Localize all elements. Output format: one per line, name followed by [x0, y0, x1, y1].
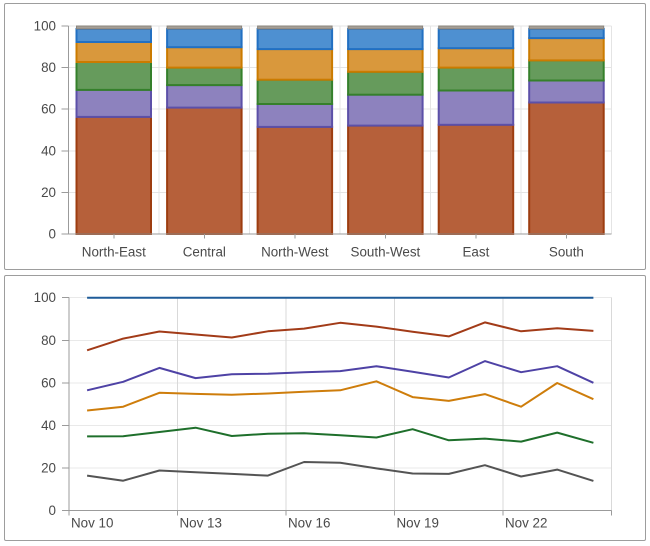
svg-text:20: 20 [41, 185, 56, 200]
svg-text:North-East: North-East [82, 245, 146, 260]
svg-text:0: 0 [49, 227, 56, 242]
svg-text:80: 80 [41, 60, 56, 75]
svg-text:100: 100 [34, 290, 56, 305]
svg-text:Central: Central [183, 245, 226, 260]
svg-text:North-West: North-West [261, 245, 329, 260]
svg-text:20: 20 [41, 460, 56, 475]
svg-text:40: 40 [41, 143, 56, 158]
svg-text:60: 60 [41, 102, 56, 117]
svg-text:Nov 13: Nov 13 [180, 516, 222, 531]
svg-text:40: 40 [41, 418, 56, 433]
svg-text:South: South [549, 245, 584, 260]
svg-text:60: 60 [41, 375, 56, 390]
svg-text:Nov 22: Nov 22 [505, 516, 547, 531]
svg-text:South-West: South-West [351, 245, 421, 260]
svg-text:80: 80 [41, 333, 56, 348]
svg-text:East: East [463, 245, 490, 260]
svg-text:0: 0 [49, 503, 56, 518]
svg-text:Nov 19: Nov 19 [397, 516, 439, 531]
svg-text:100: 100 [34, 19, 56, 34]
svg-text:Nov 10: Nov 10 [71, 516, 113, 531]
svg-text:Nov 16: Nov 16 [288, 516, 330, 531]
